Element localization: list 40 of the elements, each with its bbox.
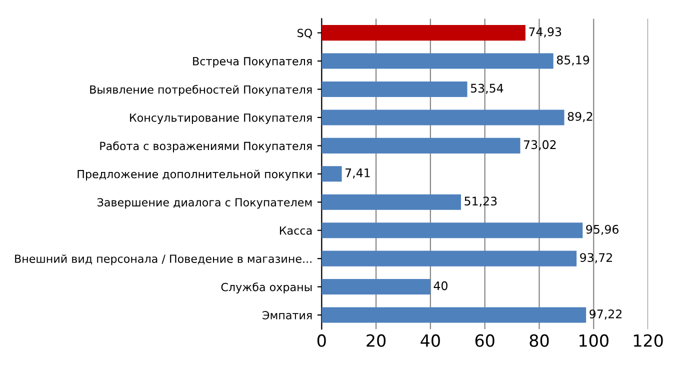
bar [322, 194, 461, 210]
y-tick-label: Консультирование Покупателя [130, 114, 312, 124]
x-tick-label: 80 [530, 334, 549, 347]
bar [322, 250, 577, 266]
x-tick-label: 20 [366, 334, 386, 347]
x-tick-label: 40 [420, 334, 440, 347]
x-tick-label: 60 [475, 334, 494, 347]
data-label: 93,72 [580, 253, 612, 264]
bar [322, 279, 430, 295]
bar [322, 81, 468, 98]
data-label: 40 [434, 281, 448, 290]
data-label: 89,2 [568, 112, 592, 122]
y-tick-label: SQ [298, 28, 312, 38]
data-label: 7,41 [346, 168, 370, 179]
y-tick-label: Завершение диалога с Покупателем [98, 198, 312, 209]
x-tick-label: 120 [634, 334, 663, 347]
data-label: 53,54 [470, 84, 504, 94]
data-label: 95,96 [586, 224, 618, 235]
y-tick-label: Эмпатия [262, 310, 312, 320]
y-tick-label: Касса [280, 226, 312, 235]
y-tick-label: Работа с возражениями Покупателя [100, 141, 312, 152]
bar [322, 166, 342, 182]
x-tick-label: 0 [317, 334, 326, 347]
data-label: 85,19 [556, 56, 590, 66]
data-label: 51,23 [464, 196, 497, 207]
bar [322, 53, 554, 69]
y-tick-label: Предложение дополнительной покупки [78, 170, 312, 180]
y-tick-label: Внешний вид персонала / Поведение в магазине... [15, 254, 312, 266]
data-label: 97,22 [590, 310, 622, 320]
bar [322, 138, 520, 154]
y-tick-label: Служба охраны [221, 282, 312, 294]
bar [322, 222, 583, 238]
data-label: 73,02 [524, 140, 556, 150]
x-tick-label: 100 [580, 334, 608, 347]
y-tick-label: Встреча Покупателя [193, 57, 312, 68]
y-tick-label: Выявление потребностей Покупателя [90, 84, 312, 96]
bar [322, 307, 586, 323]
data-label: 74,93 [529, 27, 562, 38]
bar [322, 110, 564, 126]
bar [322, 25, 526, 41]
